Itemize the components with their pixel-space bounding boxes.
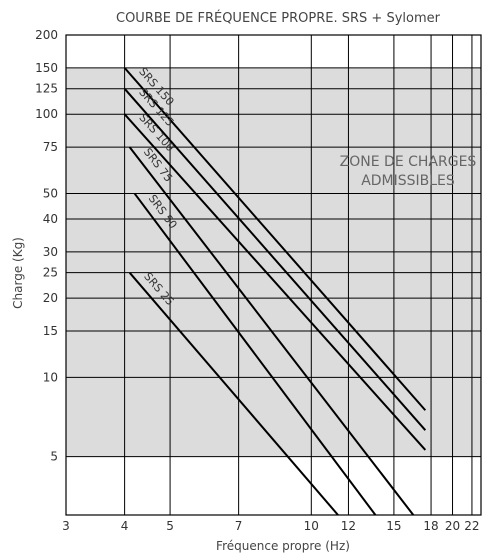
series-line-srs-50 bbox=[133, 192, 377, 516]
y-tick-label: 25 bbox=[43, 266, 58, 280]
y-tick-label: 100 bbox=[35, 107, 58, 121]
x-tick-label: 5 bbox=[166, 519, 174, 533]
chart-title: COURBE DE FRÉQUENCE PROPRE. SRS + Sylome… bbox=[116, 10, 441, 26]
x-tick-label: 3 bbox=[62, 519, 70, 533]
y-tick-label: 125 bbox=[35, 82, 58, 96]
series-line-srs-25 bbox=[128, 272, 339, 516]
y-tick-label: 200 bbox=[35, 28, 58, 42]
y-tick-label: 30 bbox=[43, 245, 58, 259]
x-tick-label: 18 bbox=[423, 519, 438, 533]
x-tick-label: 4 bbox=[121, 519, 129, 533]
y-tick-label: 10 bbox=[43, 370, 58, 384]
y-tick-label: 15 bbox=[43, 324, 58, 338]
x-tick-label: 22 bbox=[464, 519, 479, 533]
series-line-srs-150 bbox=[123, 67, 427, 411]
y-axis-label: Charge (Kg) bbox=[11, 237, 25, 309]
x-tick-label: 15 bbox=[386, 519, 401, 533]
x-axis-label: Fréquence propre (Hz) bbox=[216, 539, 350, 553]
y-tick-label: 150 bbox=[35, 61, 58, 75]
zone-label-line1: ZONE DE CHARGES bbox=[340, 154, 477, 170]
series-line-srs-125 bbox=[123, 88, 427, 431]
series-line-srs-75 bbox=[128, 146, 415, 516]
series-line-srs-100 bbox=[123, 113, 427, 451]
y-tick-label: 5 bbox=[50, 450, 58, 464]
x-tick-label: 20 bbox=[445, 519, 460, 533]
x-tick-label: 10 bbox=[304, 519, 319, 533]
y-tick-label: 40 bbox=[43, 212, 58, 226]
x-tick-label: 12 bbox=[341, 519, 356, 533]
admissible-zone bbox=[66, 67, 481, 457]
plot-frame bbox=[65, 34, 482, 516]
y-tick-label: 75 bbox=[43, 140, 58, 154]
y-tick-label: 20 bbox=[43, 291, 58, 305]
zone-label-line2: ADMISSIBLES bbox=[361, 173, 455, 189]
x-tick-label: 7 bbox=[235, 519, 243, 533]
y-tick-label: 50 bbox=[43, 186, 58, 200]
